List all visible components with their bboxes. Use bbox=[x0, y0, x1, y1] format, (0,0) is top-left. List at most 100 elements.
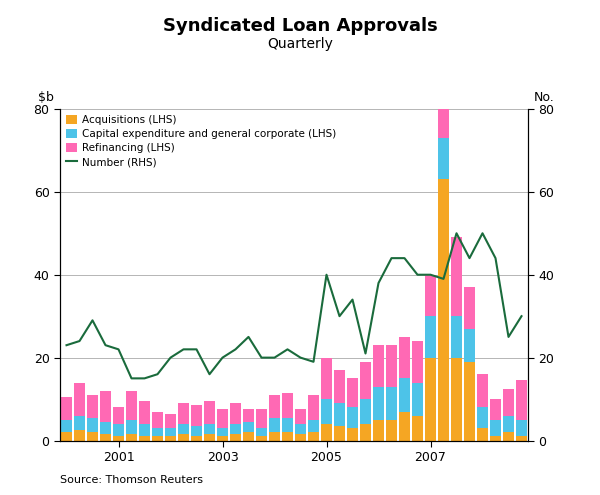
Bar bbox=[191, 405, 202, 426]
Bar bbox=[451, 316, 462, 357]
Bar bbox=[425, 316, 436, 357]
Bar bbox=[478, 374, 488, 407]
Bar bbox=[191, 437, 202, 441]
Bar bbox=[451, 357, 462, 441]
Bar bbox=[334, 426, 345, 441]
Bar bbox=[178, 434, 189, 441]
Bar bbox=[425, 357, 436, 441]
Bar bbox=[347, 378, 358, 407]
Bar bbox=[322, 399, 332, 424]
Bar bbox=[516, 437, 527, 441]
Bar bbox=[191, 426, 202, 437]
Bar bbox=[269, 432, 280, 441]
Bar bbox=[295, 424, 306, 434]
Bar bbox=[230, 403, 241, 424]
Legend: Acquisitions (LHS), Capital expenditure and general corporate (LHS), Refinancing: Acquisitions (LHS), Capital expenditure … bbox=[63, 112, 339, 170]
Bar bbox=[166, 414, 176, 428]
Bar bbox=[516, 420, 527, 437]
Bar bbox=[100, 422, 111, 434]
Bar bbox=[400, 378, 410, 411]
Bar bbox=[100, 391, 111, 422]
Bar bbox=[412, 341, 423, 383]
Bar bbox=[373, 420, 384, 441]
Bar bbox=[386, 387, 397, 420]
Bar bbox=[61, 432, 72, 441]
Bar bbox=[400, 337, 410, 378]
Bar bbox=[88, 432, 98, 441]
Bar bbox=[74, 416, 85, 430]
Bar bbox=[244, 432, 254, 441]
Bar bbox=[347, 407, 358, 428]
Bar bbox=[438, 179, 449, 441]
Bar bbox=[334, 403, 345, 426]
Bar bbox=[139, 437, 150, 441]
Bar bbox=[308, 395, 319, 420]
Bar bbox=[139, 424, 150, 437]
Bar bbox=[217, 428, 228, 437]
Bar bbox=[74, 430, 85, 441]
Bar bbox=[166, 428, 176, 437]
Bar bbox=[490, 437, 500, 441]
Bar bbox=[464, 362, 475, 441]
Bar bbox=[166, 437, 176, 441]
Text: No.: No. bbox=[534, 91, 555, 104]
Bar bbox=[386, 420, 397, 441]
Bar bbox=[88, 418, 98, 432]
Bar bbox=[503, 416, 514, 432]
Bar bbox=[347, 428, 358, 441]
Bar bbox=[127, 391, 137, 420]
Bar bbox=[283, 432, 293, 441]
Bar bbox=[373, 345, 384, 387]
Text: Source: Thomson Reuters: Source: Thomson Reuters bbox=[60, 475, 203, 485]
Bar bbox=[400, 411, 410, 441]
Bar bbox=[283, 393, 293, 418]
Bar bbox=[322, 357, 332, 399]
Bar bbox=[464, 329, 475, 362]
Bar bbox=[490, 399, 500, 420]
Bar bbox=[516, 381, 527, 420]
Bar bbox=[152, 437, 163, 441]
Bar bbox=[283, 418, 293, 432]
Bar bbox=[412, 416, 423, 441]
Bar bbox=[478, 428, 488, 441]
Bar bbox=[373, 387, 384, 420]
Bar bbox=[178, 403, 189, 424]
Bar bbox=[438, 138, 449, 179]
Bar bbox=[360, 399, 371, 424]
Bar bbox=[412, 383, 423, 416]
Bar bbox=[230, 434, 241, 441]
Bar bbox=[244, 409, 254, 422]
Bar bbox=[217, 437, 228, 441]
Bar bbox=[308, 420, 319, 432]
Bar bbox=[204, 401, 215, 424]
Bar bbox=[478, 407, 488, 428]
Bar bbox=[295, 409, 306, 424]
Bar bbox=[113, 407, 124, 424]
Text: $b: $b bbox=[38, 91, 54, 104]
Bar bbox=[204, 424, 215, 434]
Bar bbox=[113, 437, 124, 441]
Bar bbox=[451, 238, 462, 316]
Bar bbox=[152, 428, 163, 437]
Bar bbox=[334, 370, 345, 403]
Bar bbox=[490, 420, 500, 437]
Bar bbox=[464, 287, 475, 329]
Bar bbox=[425, 275, 436, 316]
Bar bbox=[100, 434, 111, 441]
Text: Quarterly: Quarterly bbox=[267, 37, 333, 51]
Bar bbox=[360, 424, 371, 441]
Bar bbox=[113, 424, 124, 437]
Bar bbox=[217, 409, 228, 428]
Bar bbox=[308, 432, 319, 441]
Bar bbox=[178, 424, 189, 434]
Bar bbox=[269, 395, 280, 418]
Bar bbox=[386, 345, 397, 387]
Bar bbox=[503, 432, 514, 441]
Bar bbox=[127, 434, 137, 441]
Bar bbox=[61, 397, 72, 420]
Bar bbox=[127, 420, 137, 434]
Text: Syndicated Loan Approvals: Syndicated Loan Approvals bbox=[163, 17, 437, 35]
Bar bbox=[61, 420, 72, 432]
Bar bbox=[204, 434, 215, 441]
Bar bbox=[438, 109, 449, 138]
